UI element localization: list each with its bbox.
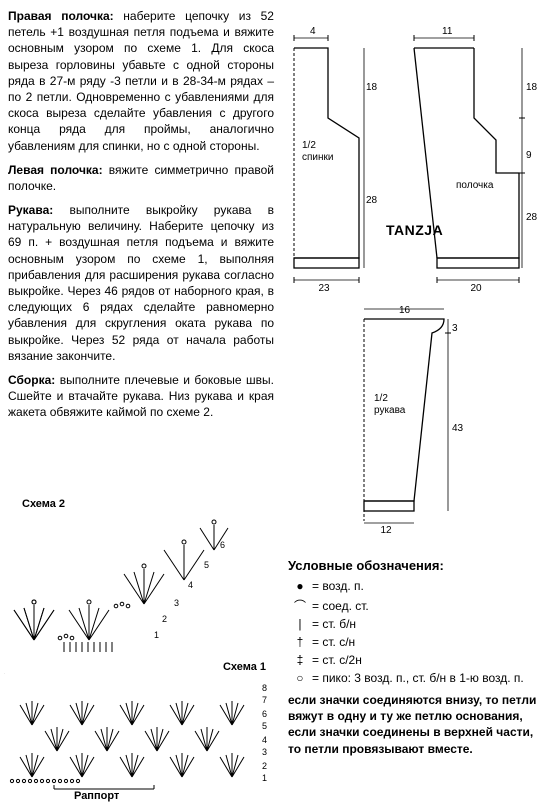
label-back: 1/2спинки <box>302 140 333 163</box>
legend-block: Условные обозначения: ● = возд. п. ⌒ = с… <box>288 558 544 757</box>
label-sleeve: 1/2рукава <box>374 393 406 416</box>
legend-sym-slip-icon: ⌒ <box>288 597 312 614</box>
svg-text:7: 7 <box>262 695 267 705</box>
label-front: полочка <box>456 180 494 191</box>
schematic-front: 11 18 9 28 20 полочка <box>414 26 538 294</box>
para-sleeves-bold: Рукава: <box>8 203 53 217</box>
dim-sleeve-h1: 3 <box>452 323 458 334</box>
svg-text:6: 6 <box>262 709 267 719</box>
schematic-sleeve: 16 3 43 12 1/2рукава <box>364 305 464 536</box>
svg-text:5: 5 <box>204 560 209 570</box>
dim-front-h1: 18 <box>526 82 538 93</box>
legend-sym-dc-icon: † <box>288 636 312 650</box>
legend-sym-picot-icon: ○ <box>288 672 312 686</box>
para-right-front-bold: Правая полочка: <box>8 9 114 23</box>
svg-text:5: 5 <box>262 721 267 731</box>
watermark-text: TANZJA <box>386 222 443 238</box>
legend-item-3: † = ст. с/н <box>288 635 544 650</box>
dim-back-w: 23 <box>318 283 330 294</box>
schematic-svg: 4 18 28 23 1/2спинки 11 18 9 2 <box>284 8 544 298</box>
legend-text-1: соед. ст. <box>322 599 368 613</box>
schema1-label: Схема 1 <box>4 661 266 673</box>
legend-sym-sc-icon: | <box>288 618 312 632</box>
para-left-front-bold: Левая полочка: <box>8 163 103 177</box>
crochet-charts: Схема 2 1 2 3 4 <box>4 498 282 802</box>
schematic-back: 4 18 28 23 1/2спинки <box>294 26 378 294</box>
para-assembly-bold: Сборка: <box>8 373 55 387</box>
legend-sym-chain-icon: ● <box>288 580 312 594</box>
dim-back-h2: 28 <box>366 195 378 206</box>
legend-item-0: ● = возд. п. <box>288 579 544 594</box>
dim-sleeve-top: 16 <box>399 305 411 316</box>
para-right-front: Правая полочка: наберите цепочку из 52 п… <box>8 8 274 154</box>
legend-item-4: ‡ = ст. с/2н <box>288 653 544 668</box>
svg-text:3: 3 <box>262 747 267 757</box>
dim-back-h1: 18 <box>366 82 378 93</box>
schematic-sleeve-svg: 16 3 43 12 1/2рукава <box>344 301 544 551</box>
legend-title: Условные обозначения: <box>288 558 544 573</box>
legend-item-2: | = ст. б/н <box>288 617 544 632</box>
legend-text-5: пико: 3 возд. п., ст. б/н в 1-ю возд. п. <box>322 671 523 685</box>
legend-text-0: возд. п. <box>322 579 364 593</box>
svg-text:4: 4 <box>188 580 193 590</box>
rapport-label: Раппорт <box>74 790 282 802</box>
dim-front-top: 11 <box>442 26 453 37</box>
svg-text:2: 2 <box>262 761 267 771</box>
legend-text-3: ст. с/н <box>322 635 355 649</box>
legend-text-4: ст. с/2н <box>322 653 361 667</box>
dim-front-h3: 28 <box>526 212 538 223</box>
svg-text:4: 4 <box>262 735 267 745</box>
legend-item-1: ⌒ = соед. ст. <box>288 597 544 614</box>
legend-item-5: ○ = пико: 3 возд. п., ст. б/н в 1-ю возд… <box>288 671 544 686</box>
legend-note: если значки соединяются внизу, то петли … <box>288 692 544 757</box>
svg-text:2: 2 <box>162 614 167 624</box>
svg-text:1: 1 <box>262 773 267 783</box>
dim-sleeve-h2: 43 <box>452 423 464 434</box>
svg-text:6: 6 <box>220 540 225 550</box>
svg-text:8: 8 <box>262 683 267 693</box>
dim-front-w: 20 <box>470 283 482 294</box>
dim-front-h2: 9 <box>526 150 532 161</box>
legend-sym-tr-icon: ‡ <box>288 654 312 668</box>
svg-text:1: 1 <box>154 630 159 640</box>
legend-text-2: ст. б/н <box>322 617 356 631</box>
para-assembly: Сборка: выполните плечевые и боковые швы… <box>8 372 274 421</box>
dim-sleeve-w: 12 <box>380 525 392 536</box>
schema1-svg: 1 2 3 4 5 6 7 8 <box>4 673 282 791</box>
schema2-svg: 1 2 3 4 5 6 <box>4 510 282 658</box>
para-sleeves-text: выполните выкройку рукава в натуральную … <box>8 203 274 363</box>
para-sleeves: Рукава: выполните выкройку рукава в нату… <box>8 202 274 364</box>
schema2-label: Схема 2 <box>22 498 282 510</box>
schematic-area: 4 18 28 23 1/2спинки 11 18 9 2 <box>284 8 544 554</box>
dim-back-top: 4 <box>310 26 316 37</box>
instructions-column: Правая полочка: наберите цепочку из 52 п… <box>8 8 274 429</box>
svg-text:3: 3 <box>174 598 179 608</box>
para-right-front-text: наберите цепочку из 52 петель +1 воздушн… <box>8 9 274 153</box>
para-left-front: Левая полочка: вяжите симметрично правой… <box>8 162 274 194</box>
